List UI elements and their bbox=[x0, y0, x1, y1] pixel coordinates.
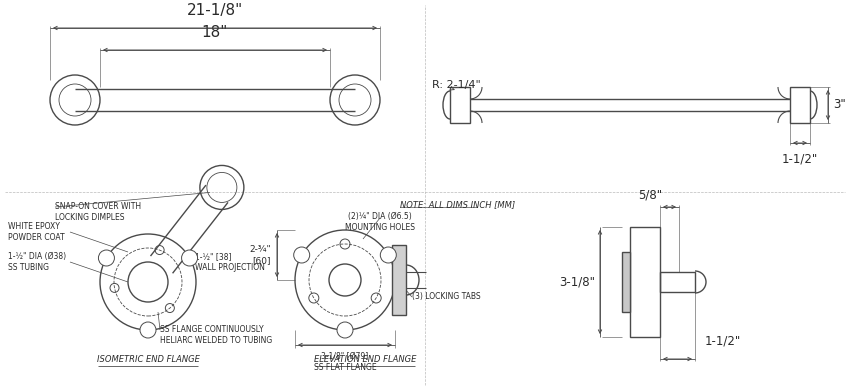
Text: NOTE: ALL DIMS INCH [MM]: NOTE: ALL DIMS INCH [MM] bbox=[400, 200, 515, 209]
Circle shape bbox=[140, 322, 156, 338]
Circle shape bbox=[380, 247, 396, 263]
Text: 1-1/2": 1-1/2" bbox=[705, 335, 741, 347]
Text: ISOMETRIC END FLANGE: ISOMETRIC END FLANGE bbox=[97, 356, 200, 365]
Bar bbox=[622, 252, 630, 312]
Text: 21-1/8": 21-1/8" bbox=[187, 3, 243, 18]
Bar bbox=[630, 227, 660, 337]
Bar bbox=[790, 87, 810, 123]
Text: 3-1/8" [Ø79]
SS FLAT FLANGE: 3-1/8" [Ø79] SS FLAT FLANGE bbox=[314, 352, 377, 372]
Bar bbox=[392, 245, 406, 315]
Text: WHITE EPOXY
POWDER COAT: WHITE EPOXY POWDER COAT bbox=[8, 222, 65, 242]
Text: 3": 3" bbox=[833, 99, 846, 112]
Text: (3) LOCKING TABS: (3) LOCKING TABS bbox=[412, 292, 480, 301]
Text: SS FLANGE CONTINUOUSLY
HELIARC WELDED TO TUBING: SS FLANGE CONTINUOUSLY HELIARC WELDED TO… bbox=[160, 325, 272, 345]
Circle shape bbox=[337, 322, 353, 338]
Text: SNAP-ON COVER WITH
LOCKING DIMPLES: SNAP-ON COVER WITH LOCKING DIMPLES bbox=[55, 202, 141, 222]
Text: R: 2-1/4": R: 2-1/4" bbox=[432, 80, 481, 90]
Bar bbox=[450, 87, 470, 123]
Circle shape bbox=[99, 250, 115, 266]
Text: ELEVATION END FLANGE: ELEVATION END FLANGE bbox=[314, 356, 416, 365]
Text: (2)¼" DIA (Ø6.5)
MOUNTING HOLES: (2)¼" DIA (Ø6.5) MOUNTING HOLES bbox=[345, 212, 415, 232]
Text: 3-1/8": 3-1/8" bbox=[559, 275, 595, 289]
Text: 1-½" DIA (Ø38)
SS TUBING: 1-½" DIA (Ø38) SS TUBING bbox=[8, 252, 66, 272]
Circle shape bbox=[294, 247, 309, 263]
Circle shape bbox=[182, 250, 197, 266]
Text: 1-1/2": 1-1/2" bbox=[782, 153, 818, 166]
Text: 2-¾"
[60]: 2-¾" [60] bbox=[249, 245, 271, 265]
Text: 18": 18" bbox=[201, 25, 228, 40]
Text: 5/8": 5/8" bbox=[638, 188, 662, 202]
Text: 1-½" [38]
WALL PROJECTION: 1-½" [38] WALL PROJECTION bbox=[195, 252, 265, 272]
Bar bbox=[660, 272, 695, 292]
